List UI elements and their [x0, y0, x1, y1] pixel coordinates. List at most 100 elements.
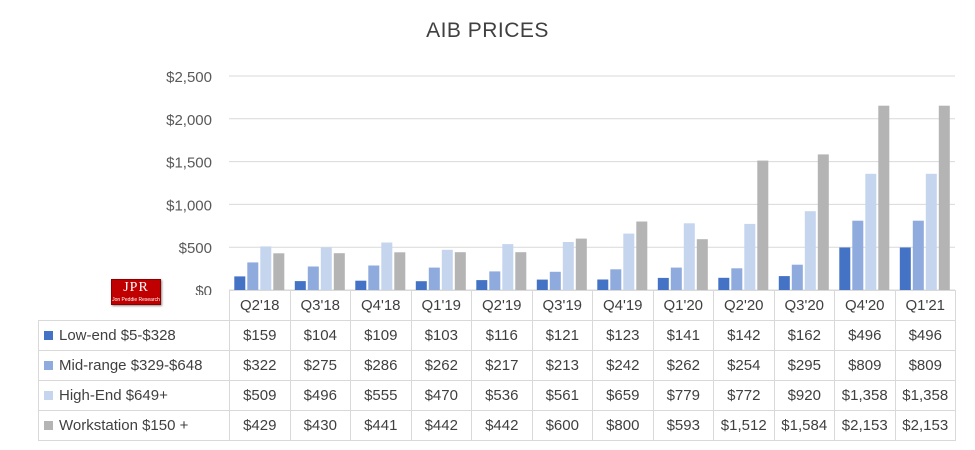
legend-swatch	[44, 391, 53, 400]
table-corner	[38, 290, 230, 321]
y-tick-label: $2,500	[166, 69, 212, 86]
bar-series-4-Q218	[273, 253, 285, 290]
bar-series-3-Q318	[320, 247, 332, 290]
bar-series-4-Q419	[636, 221, 648, 290]
data-label: $121	[531, 320, 593, 351]
bar-series-2-Q320	[791, 264, 803, 290]
y-tick-label: $1,000	[166, 197, 212, 214]
data-label: $470	[410, 380, 472, 411]
bar-series-2-Q420	[852, 220, 864, 290]
bar-series-2-Q121	[912, 220, 924, 290]
data-label: $286	[350, 350, 412, 381]
table-row: High-End $649+ $509 $496 $555 $470 $536 $561 $6…	[38, 380, 956, 411]
legend-entry: Mid-range $329-$648	[38, 350, 230, 381]
bar-series-4-Q220	[757, 160, 769, 290]
data-label: $772	[713, 380, 775, 411]
bar-series-1-Q218	[234, 276, 246, 290]
x-tick-label: Q3'19	[531, 290, 593, 321]
plot-area: $0$500$1,000$1,500$2,000$2,500	[166, 69, 955, 295]
data-label: $800	[592, 410, 654, 441]
bar-series-1-Q320	[778, 276, 790, 290]
data-label: $275	[289, 350, 351, 381]
bar-series-3-Q219	[502, 244, 514, 290]
bar-series-3-Q420	[865, 173, 877, 290]
x-tick-label: Q2'18	[229, 290, 291, 321]
data-label: $242	[592, 350, 654, 381]
data-label: $442	[410, 410, 472, 441]
bar-series-3-Q319	[562, 242, 574, 290]
data-label: $262	[410, 350, 472, 381]
data-label: $1,512	[713, 410, 775, 441]
table-row: Workstation $150 + $429 $430 $441 $442 $442 $6…	[38, 410, 956, 441]
bar-series-3-Q320	[804, 211, 816, 290]
legend-entry: Workstation $150 +	[38, 410, 230, 441]
bar-series-2-Q119	[428, 267, 440, 290]
bar-series-2-Q419	[610, 269, 622, 290]
data-label: $262	[652, 350, 714, 381]
data-label: $536	[471, 380, 533, 411]
bar-series-1-Q419	[597, 279, 609, 290]
series-name: High-End $649+	[59, 387, 168, 404]
bar-series-2-Q319	[549, 271, 561, 290]
legend-entry: High-End $649+	[38, 380, 230, 411]
y-axis-tick-labels: $0$500$1,000$1,500$2,000$2,500	[166, 69, 212, 295]
bar-series-3-Q120	[683, 223, 695, 290]
table-header-row: Q2'18 Q3'18 Q4'18 Q1'19 Q2'19 Q3'19 Q4'19 Q1'20…	[38, 290, 956, 321]
data-label: $429	[229, 410, 291, 441]
data-label: $809	[894, 350, 956, 381]
data-label: $109	[350, 320, 412, 351]
data-label: $159	[229, 320, 291, 351]
bar-series-1-Q318	[294, 281, 306, 290]
bar-series-4-Q420	[878, 105, 890, 290]
data-label: $920	[773, 380, 835, 411]
y-tick-label: $500	[179, 240, 212, 257]
y-tick-label: $1,500	[166, 155, 212, 172]
bar-series-3-Q418	[381, 242, 393, 290]
data-label: $2,153	[834, 410, 896, 441]
bar-series-1-Q121	[899, 247, 911, 290]
bar-series-4-Q318	[333, 253, 345, 290]
x-tick-label: Q1'21	[894, 290, 956, 321]
bar-series-group	[234, 105, 950, 290]
data-label: $123	[592, 320, 654, 351]
data-label: $600	[531, 410, 593, 441]
bar-series-1-Q418	[355, 280, 367, 290]
data-label: $141	[652, 320, 714, 351]
bar-series-2-Q220	[731, 268, 743, 290]
bar-series-4-Q319	[575, 238, 587, 290]
series-name: Mid-range $329-$648	[59, 357, 203, 374]
bar-series-4-Q119	[454, 252, 466, 290]
x-tick-label: Q2'20	[713, 290, 775, 321]
bar-series-3-Q419	[623, 233, 635, 290]
bar-series-1-Q220	[718, 277, 730, 290]
y-tick-label: $2,000	[166, 112, 212, 129]
data-label: $779	[652, 380, 714, 411]
bar-series-4-Q120	[696, 239, 708, 290]
data-label: $1,358	[834, 380, 896, 411]
data-label: $217	[471, 350, 533, 381]
bar-series-4-Q219	[515, 252, 527, 290]
legend-swatch	[44, 421, 53, 430]
data-label: $509	[229, 380, 291, 411]
data-label: $142	[713, 320, 775, 351]
bar-series-1-Q319	[536, 279, 548, 290]
data-label: $104	[289, 320, 351, 351]
data-label: $496	[894, 320, 956, 351]
data-label: $593	[652, 410, 714, 441]
data-label: $496	[289, 380, 351, 411]
data-label: $441	[350, 410, 412, 441]
data-label: $254	[713, 350, 775, 381]
x-tick-label: Q3'18	[289, 290, 351, 321]
bar-series-3-Q119	[441, 249, 453, 290]
series-name: Workstation $150 +	[59, 417, 189, 434]
x-tick-label: Q1'20	[652, 290, 714, 321]
x-tick-label: Q4'18	[350, 290, 412, 321]
bar-series-4-Q418	[394, 252, 406, 290]
series-name: Low-end $5-$328	[59, 327, 176, 344]
data-label: $162	[773, 320, 835, 351]
bar-series-2-Q418	[368, 265, 380, 290]
data-label: $322	[229, 350, 291, 381]
x-tick-label: Q3'20	[773, 290, 835, 321]
data-label: $1,358	[894, 380, 956, 411]
data-label: $442	[471, 410, 533, 441]
